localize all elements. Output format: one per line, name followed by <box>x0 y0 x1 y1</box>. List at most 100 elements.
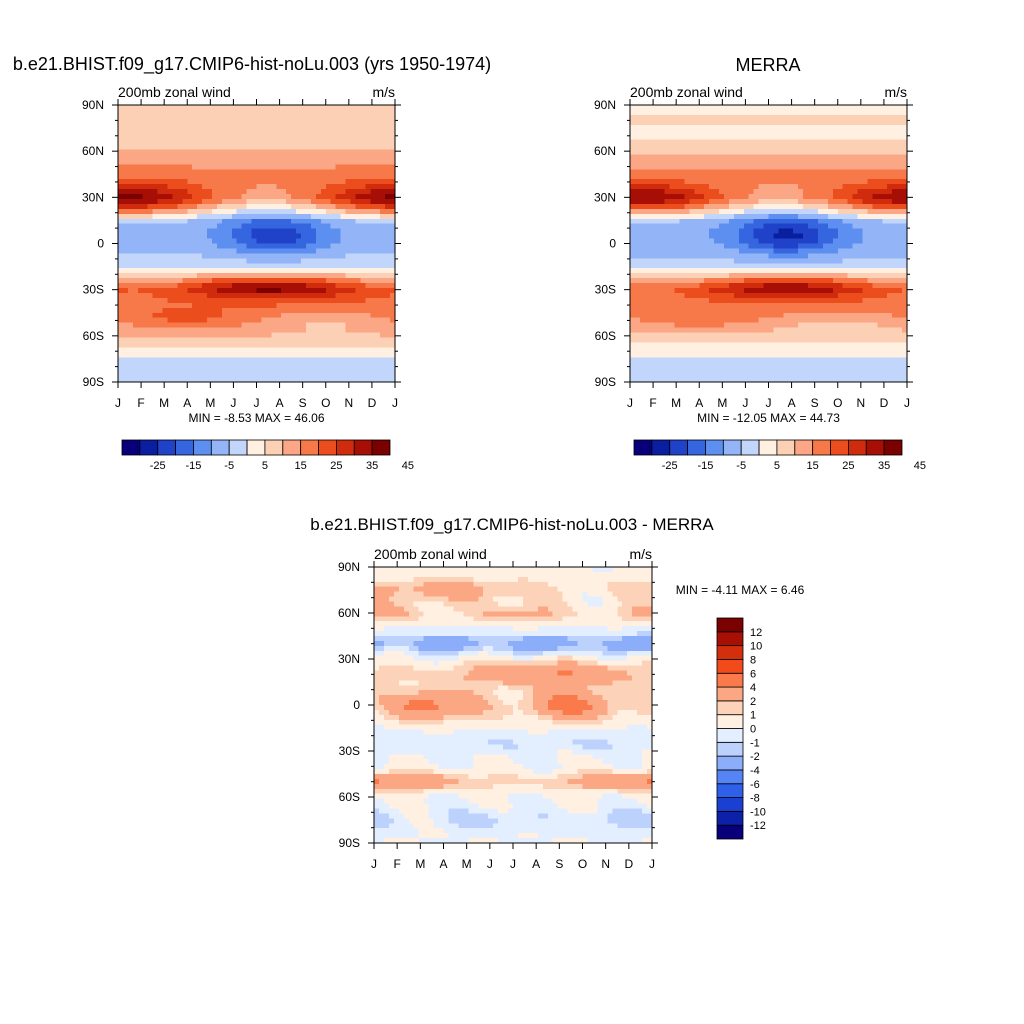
heatmap-cell <box>743 144 750 151</box>
heatmap-cell <box>172 218 178 225</box>
heatmap-cell <box>659 154 666 161</box>
heatmap-cell <box>325 213 332 220</box>
heatmap-cell <box>738 218 745 225</box>
heatmap-cell <box>679 223 686 230</box>
heatmap-cell <box>753 292 760 299</box>
heatmap-cell <box>768 159 775 165</box>
heatmap-cell <box>694 149 700 156</box>
heatmap-cell <box>390 105 396 111</box>
heatmap-cell <box>147 258 154 264</box>
heatmap-cell <box>192 114 198 121</box>
heatmap-cell <box>390 159 396 165</box>
heatmap-cell <box>118 238 124 245</box>
heatmap-cell <box>301 253 307 259</box>
heatmap-cell <box>216 174 223 180</box>
heatmap-cell <box>699 238 705 245</box>
heatmap-cell <box>187 253 193 259</box>
heatmap-cell <box>360 307 366 314</box>
heatmap-cell <box>177 174 183 180</box>
heatmap-cell <box>187 233 193 240</box>
heatmap-cell <box>167 263 174 269</box>
heatmap-cell <box>345 263 352 269</box>
heatmap-cell <box>296 312 302 319</box>
heatmap-cell <box>664 283 671 289</box>
heatmap-cell <box>380 149 386 156</box>
heatmap-cell <box>365 109 371 116</box>
heatmap-cell <box>197 258 203 264</box>
heatmap-cell <box>649 283 656 289</box>
heatmap-cell <box>301 342 307 348</box>
heatmap-cell <box>251 347 258 353</box>
heatmap-cell <box>147 228 154 235</box>
heatmap-cell <box>266 288 272 294</box>
colorbar-box <box>282 439 302 456</box>
heatmap-cell <box>360 218 366 225</box>
heatmap-cell <box>137 248 144 254</box>
heatmap-cell <box>773 292 779 299</box>
heatmap-cell <box>197 273 203 279</box>
heatmap-cell <box>689 203 695 210</box>
heatmap-cell <box>355 268 361 274</box>
heatmap-cell <box>679 258 686 264</box>
heatmap-cell <box>305 292 312 299</box>
heatmap-cell <box>634 337 641 344</box>
heatmap-cell <box>330 357 337 363</box>
heatmap-cell <box>763 292 770 299</box>
heatmap-cell <box>649 258 656 264</box>
heatmap-cell <box>778 288 784 294</box>
heatmap-cell <box>187 302 193 309</box>
x-tick-label: A <box>183 396 191 410</box>
heatmap-cell <box>251 208 258 215</box>
heatmap-cell <box>137 144 144 151</box>
heatmap-cell <box>172 119 178 126</box>
heatmap-cell <box>172 223 178 230</box>
heatmap-cell <box>177 362 183 368</box>
heatmap-cell <box>216 218 223 225</box>
heatmap-cell <box>266 248 272 254</box>
heatmap-cell <box>315 228 322 235</box>
heatmap-cell <box>728 114 735 121</box>
heatmap-cell <box>266 189 272 195</box>
heatmap-cell <box>365 189 371 195</box>
heatmap-cell <box>709 342 715 348</box>
heatmap-cell <box>709 292 715 299</box>
heatmap-cell <box>689 228 695 235</box>
heatmap-cell <box>315 213 322 220</box>
heatmap-cell <box>192 164 198 170</box>
heatmap-cell <box>315 327 322 334</box>
heatmap-cell <box>226 154 233 161</box>
heatmap-cell <box>758 253 765 259</box>
heatmap-cell <box>137 218 144 225</box>
heatmap-cell <box>728 362 735 368</box>
heatmap-cell <box>286 223 292 230</box>
heatmap-cell <box>679 179 686 185</box>
heatmap-cell <box>207 139 213 146</box>
heatmap-cell <box>704 347 710 353</box>
heatmap-cell <box>330 332 337 339</box>
heatmap-cell <box>340 268 347 274</box>
heatmap-cell <box>162 159 169 165</box>
heatmap-cell <box>659 223 666 230</box>
heatmap-cell <box>291 327 297 334</box>
heatmap-cell <box>137 337 144 344</box>
heatmap-cell <box>743 268 750 274</box>
heatmap-cell <box>375 129 381 136</box>
heatmap-cell <box>142 194 149 200</box>
heatmap-cell <box>684 208 690 215</box>
heatmap-cell <box>132 317 139 324</box>
heatmap-cell <box>256 342 263 348</box>
heatmap-cell <box>291 149 297 156</box>
heatmap-cell <box>266 352 272 358</box>
heatmap-cell <box>330 302 337 309</box>
heatmap-cell <box>172 297 178 304</box>
heatmap-cell <box>719 223 725 230</box>
heatmap-cell <box>659 377 666 383</box>
heatmap-cell <box>340 312 347 319</box>
heatmap-cell <box>320 248 327 254</box>
heatmap-cell <box>305 372 312 378</box>
heatmap-cell <box>261 159 267 165</box>
heatmap-cell <box>669 362 676 368</box>
heatmap-cell <box>758 109 765 116</box>
heatmap-cell <box>261 337 267 344</box>
heatmap-cell <box>385 288 391 294</box>
